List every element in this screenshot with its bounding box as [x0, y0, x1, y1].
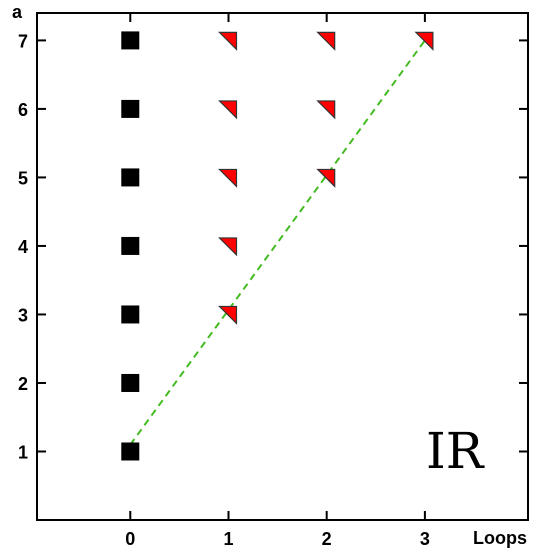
triangle-marker — [316, 100, 336, 120]
triangle-marker — [218, 305, 238, 325]
x-tick-label: 0 — [125, 529, 135, 549]
y-tick-label: 2 — [18, 374, 28, 394]
y-tick-label: 5 — [18, 168, 28, 188]
square-marker — [121, 168, 140, 187]
markers — [121, 31, 434, 461]
tick-labels: 1 2 3 4 5 6 7 0 1 2 3 — [18, 31, 430, 549]
square-marker — [121, 442, 140, 461]
y-tick-label: 7 — [18, 31, 28, 51]
triangle-marker — [316, 31, 336, 51]
ticks — [37, 13, 528, 520]
x-tick-label: 3 — [420, 529, 430, 549]
x-tick-label: 2 — [322, 529, 332, 549]
y-tick-label: 6 — [18, 100, 28, 120]
square-marker — [121, 305, 140, 324]
square-marker — [121, 373, 140, 392]
triangle-marker — [218, 100, 238, 120]
plot-frame — [36, 12, 529, 521]
square-marker — [121, 99, 140, 118]
y-tick-label: 1 — [18, 442, 28, 462]
triangle-marker — [218, 168, 238, 188]
triangle-marker — [218, 237, 238, 257]
dashed-reference-line — [129, 39, 426, 446]
x-axis-label: Loops — [473, 528, 527, 548]
x-tick-label: 1 — [223, 529, 233, 549]
square-marker — [121, 236, 140, 255]
y-tick-label: 3 — [18, 305, 28, 325]
triangle-marker — [414, 31, 434, 51]
triangle-marker — [218, 31, 238, 51]
y-tick-label: 4 — [18, 237, 28, 257]
annotation-ir: IR — [426, 422, 485, 480]
square-marker — [121, 31, 140, 50]
triangle-marker — [316, 168, 336, 188]
y-axis-label: a — [12, 2, 23, 22]
